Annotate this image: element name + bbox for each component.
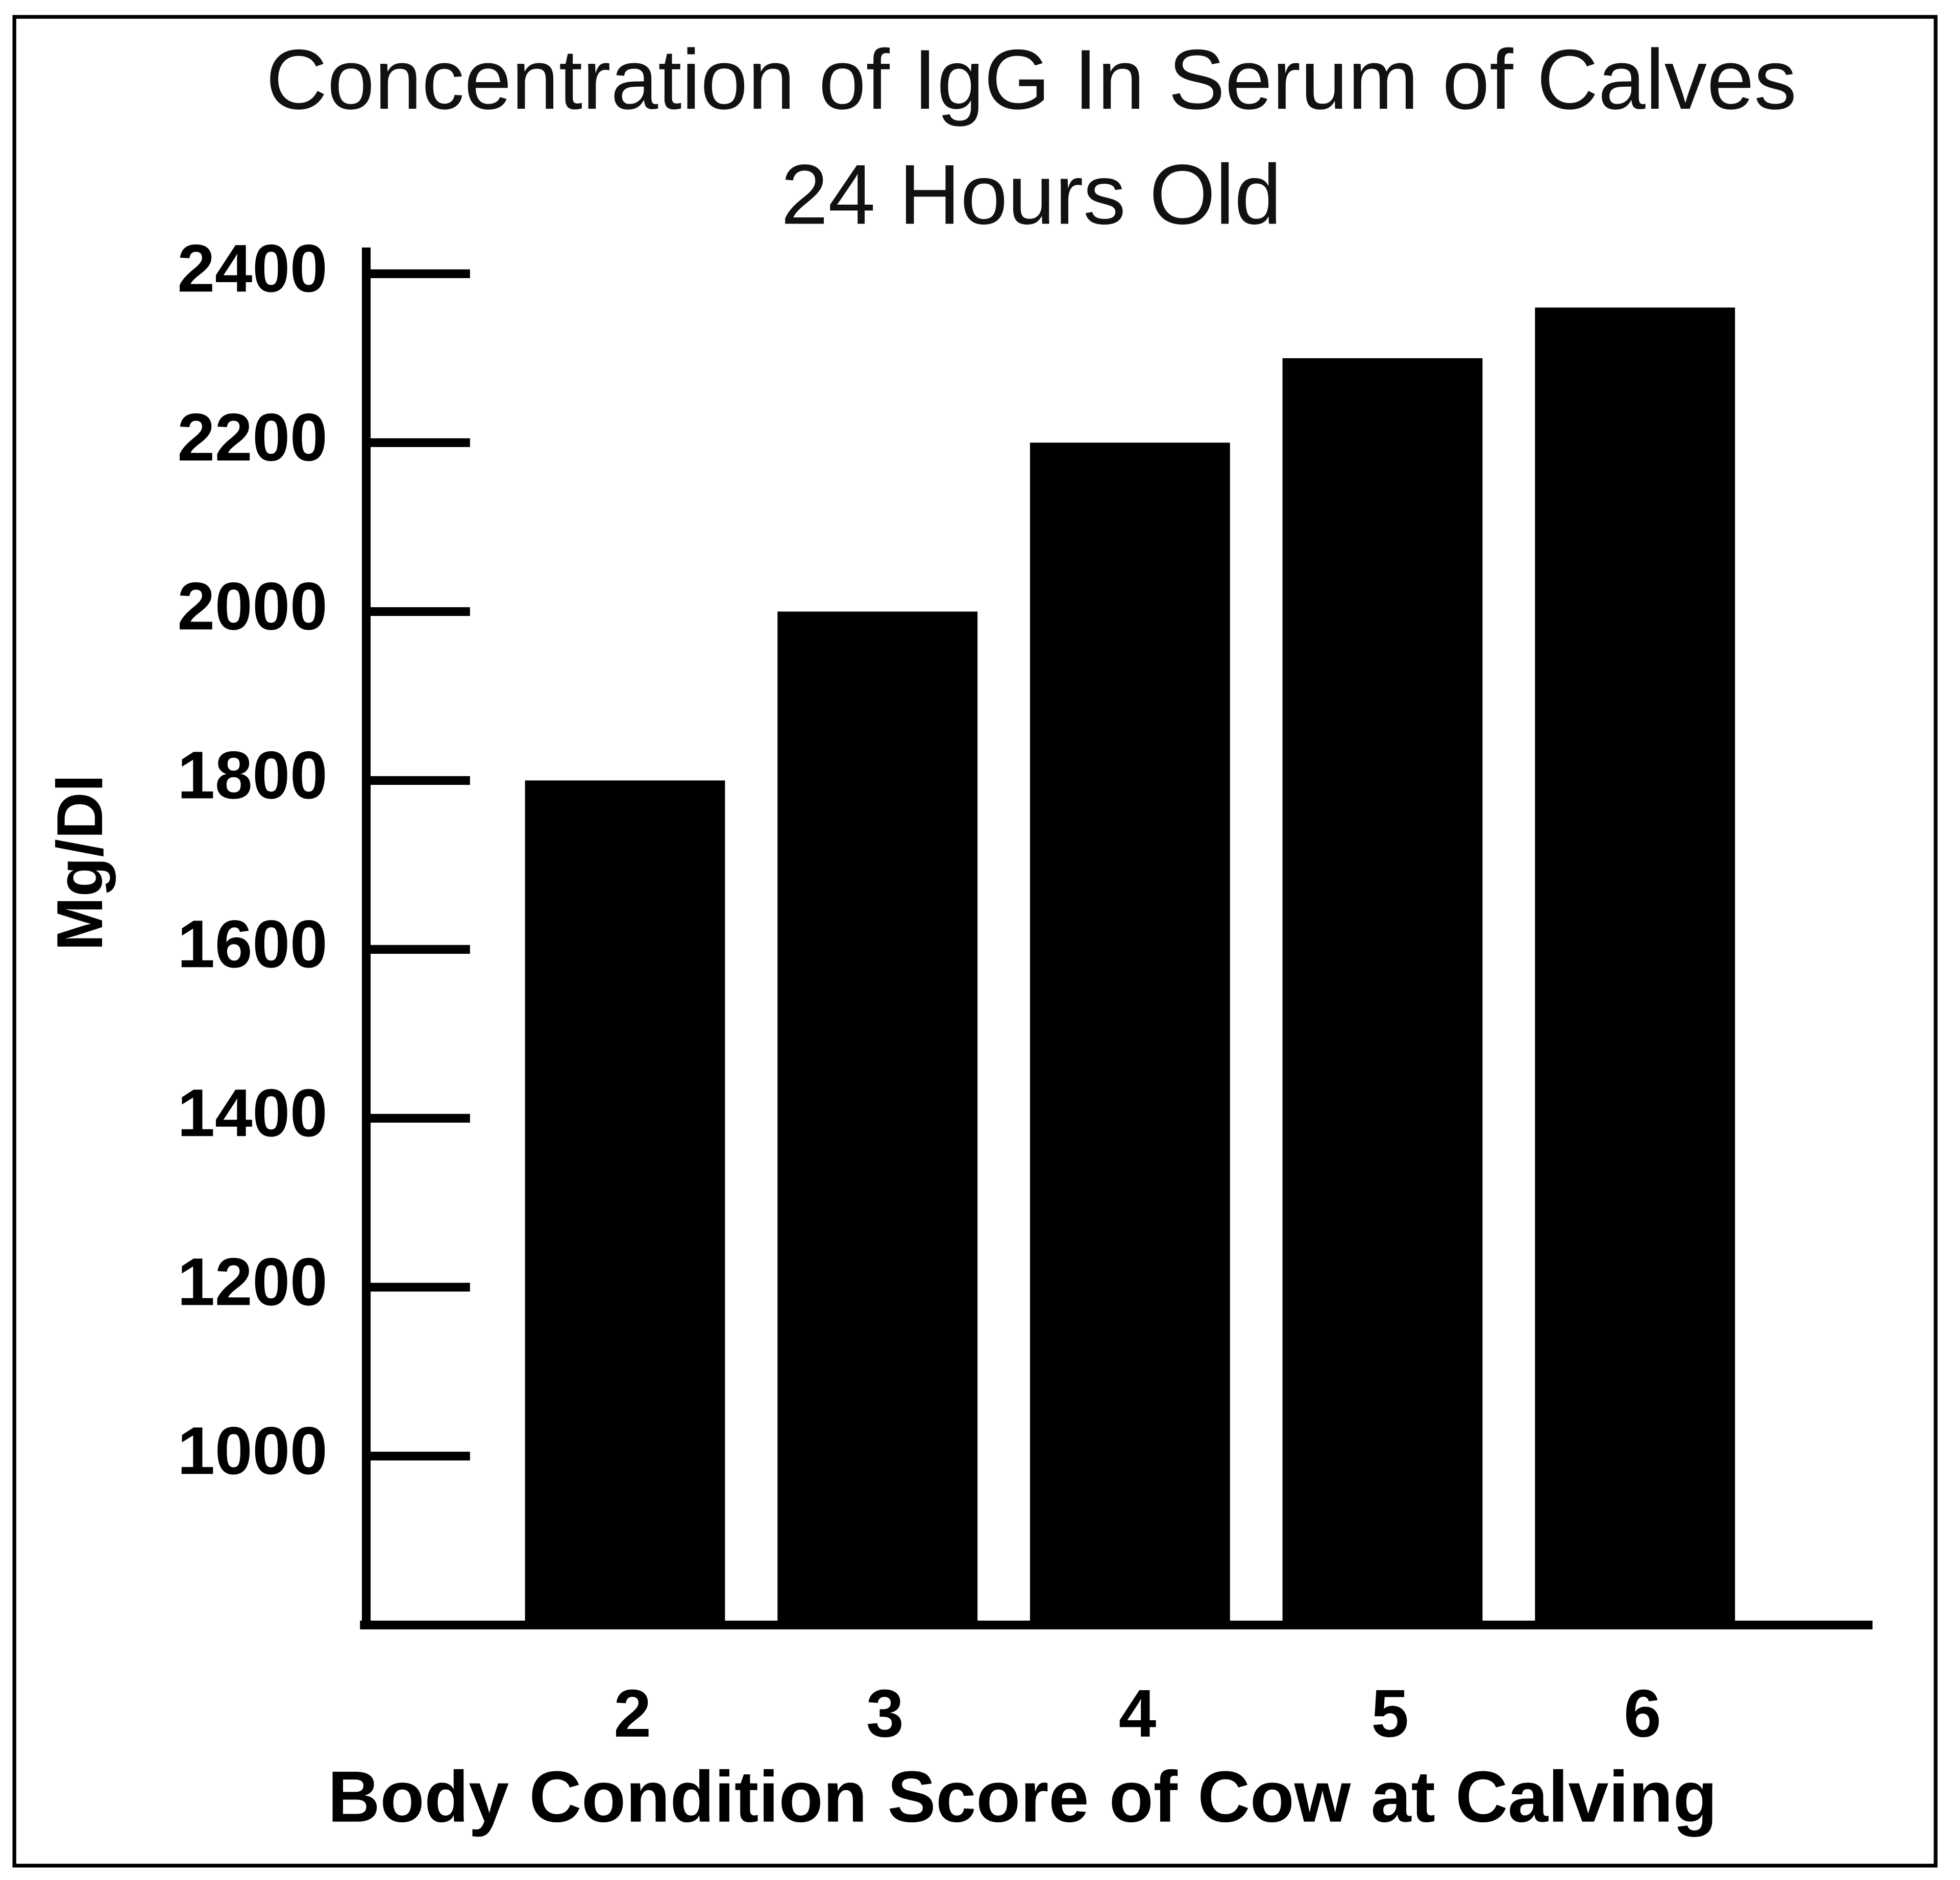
x-tick-label: 3 bbox=[866, 1676, 904, 1751]
x-tick-label: 5 bbox=[1371, 1676, 1409, 1751]
y-tick-label: 1200 bbox=[177, 1244, 327, 1320]
x-axis-label: Body Condition Score of Cow at Calving bbox=[328, 1757, 1717, 1838]
x-tick-label: 2 bbox=[614, 1676, 651, 1751]
y-tick-label: 1000 bbox=[177, 1413, 327, 1489]
y-tick-label: 2400 bbox=[177, 231, 327, 306]
y-tick-label: 2200 bbox=[177, 400, 327, 475]
bar bbox=[1030, 442, 1230, 1625]
bar bbox=[1282, 358, 1483, 1625]
chart-title: Concentration of IgG In Serum of Calves … bbox=[265, 32, 1797, 243]
x-tick-label: 6 bbox=[1624, 1676, 1661, 1751]
y-tick-label: 1800 bbox=[177, 737, 327, 813]
y-tick-label: 2000 bbox=[177, 568, 327, 644]
bar bbox=[777, 611, 978, 1625]
y-tick-label: 1400 bbox=[177, 1075, 327, 1151]
frame bbox=[12, 15, 1938, 1868]
bar bbox=[525, 780, 725, 1625]
y-axis-label: Mg/Dl bbox=[43, 774, 116, 951]
y-tick-label: 1600 bbox=[177, 906, 327, 982]
x-tick-label: 4 bbox=[1119, 1676, 1157, 1751]
bar bbox=[1535, 307, 1735, 1625]
